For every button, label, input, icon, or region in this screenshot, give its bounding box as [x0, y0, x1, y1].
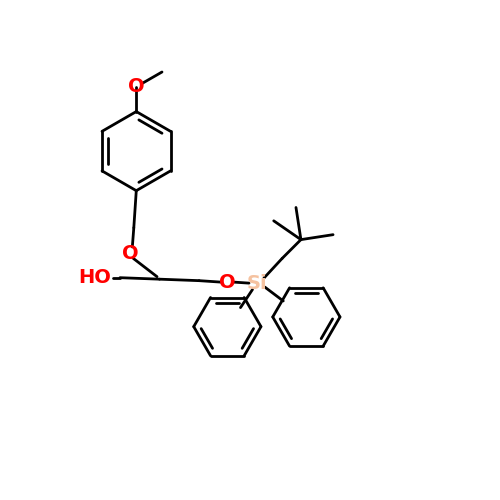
- Text: O: O: [128, 78, 144, 96]
- Text: Si: Si: [247, 274, 268, 292]
- Text: O: O: [220, 272, 236, 291]
- Text: O: O: [122, 244, 138, 263]
- Text: HO: HO: [78, 268, 110, 287]
